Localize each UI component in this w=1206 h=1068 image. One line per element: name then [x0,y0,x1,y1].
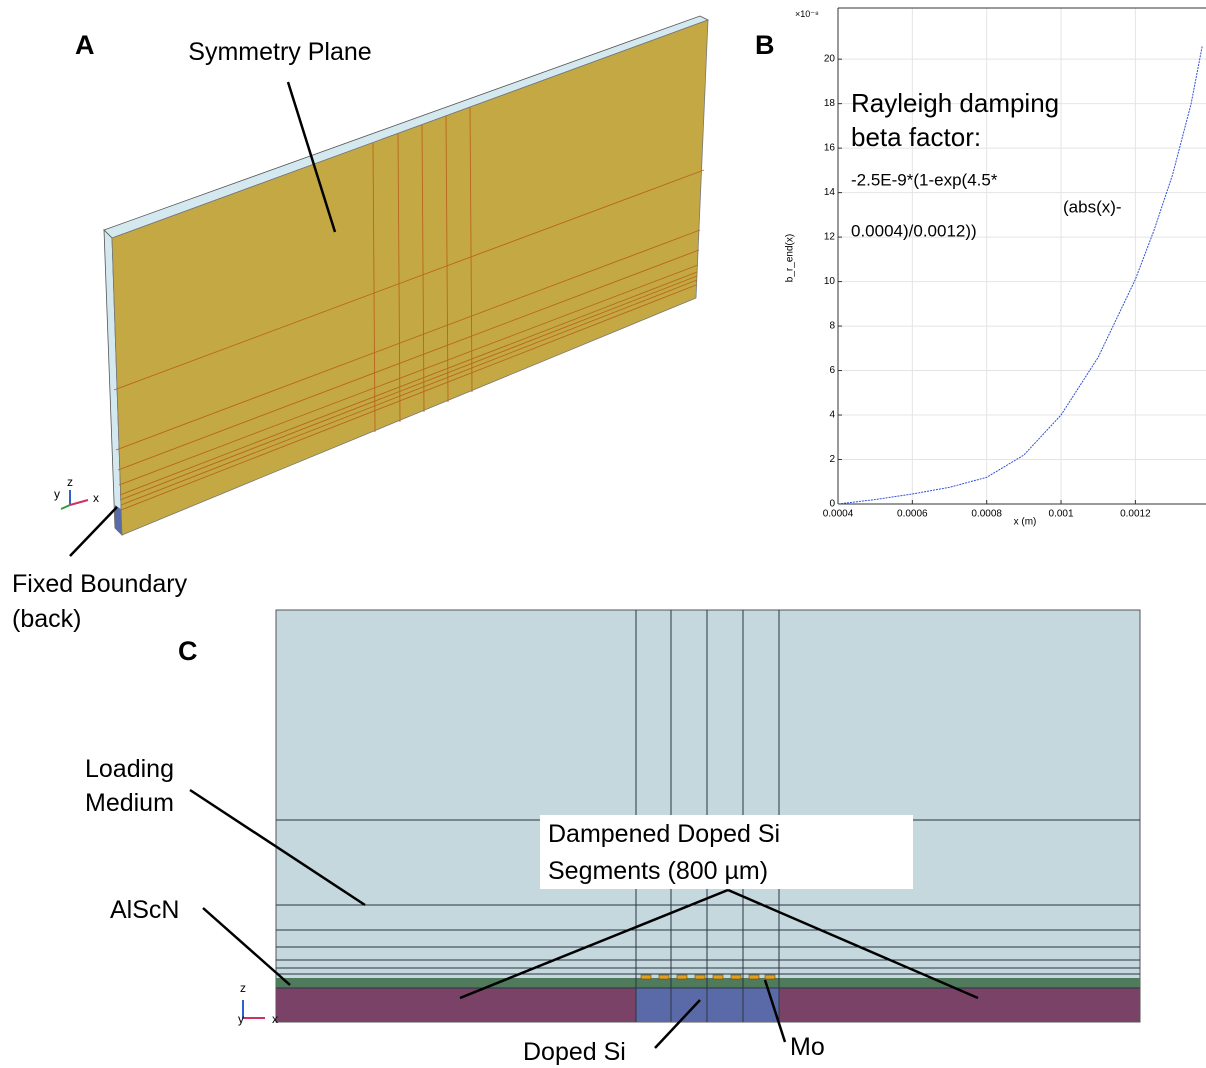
x-tick-label: 0.0008 [971,509,1002,520]
piezo-label: AlScN [110,896,179,924]
electrode-label: Mo [790,1033,825,1061]
y-tick-label: 14 [824,187,836,198]
panel-a: A Symmetry Plane Fixed Boundary (back) y… [12,16,708,633]
panel-letter: A [75,30,95,60]
annotation: beta factor: [851,122,981,152]
piezo-layer [276,978,1140,988]
y-tick-label: 10 [824,276,836,287]
axis-label: z [240,981,246,995]
panel-letter: B [755,30,775,60]
axis-triad: y z x [54,475,99,509]
segments-label: Segments (800 µm) [548,857,768,885]
x-tick-label: 0.0012 [1120,509,1151,520]
axis-label: y [238,1012,244,1026]
boundary-label: (back) [12,605,81,633]
panel-c: Dampened Doped Si Segments (800 µm) C Lo… [85,610,1140,1066]
annotation: -2.5E-9*(1-exp(4.5* [851,171,998,190]
y-tick-label: 20 [824,54,836,65]
panel-letter: C [178,636,198,666]
medium-label: Medium [85,789,174,817]
axis-label: x [93,491,99,505]
figure: A Symmetry Plane Fixed Boundary (back) y… [0,0,1206,1068]
x-tick-label: 0.001 [1049,509,1074,520]
y-tick-label: 18 [824,98,836,109]
boundary-label: Fixed Boundary [12,570,188,598]
x-axis-label: x (m) [1014,517,1037,528]
axis-triad: z y x [238,981,278,1026]
segments-label: Dampened Doped Si [548,820,780,848]
annotation: 0.0004)/0.0012)) [851,222,977,241]
surface-label: Symmetry Plane [188,38,371,66]
y-tick-label: 16 [824,143,836,154]
axis-label: z [67,475,73,489]
annotation: (abs(x)- [1063,198,1122,217]
substrate-label: Doped Si [523,1038,626,1066]
y-tick-label: 6 [829,365,835,376]
axis-label: y [54,487,60,501]
leader-line [70,507,117,556]
medium-label: Loading [85,755,174,783]
x-tick-label: 0.0004 [823,509,854,520]
y-tick-label: 4 [829,410,835,421]
symmetry-face [112,20,708,535]
x-tick-label: 0.0006 [897,509,928,520]
y-tick-label: 12 [824,232,836,243]
annotation: Rayleigh damping [851,88,1059,118]
axis-label: x [272,1012,278,1026]
y-multiplier: ×10⁻⁸ [795,9,819,19]
y-tick-label: 8 [829,321,835,332]
y-tick-label: 2 [829,454,835,465]
y-axis-label: b_r_end(x) [785,234,796,282]
